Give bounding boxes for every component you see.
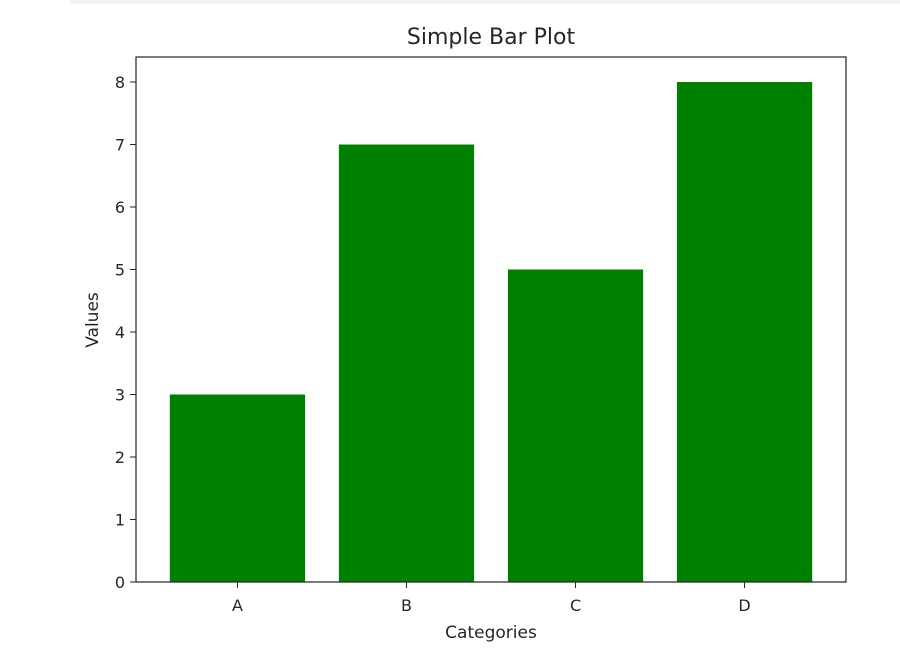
chart-title: Simple Bar Plot — [407, 25, 576, 50]
plot-area-frame — [135, 56, 847, 583]
y-tick-label: 7 — [115, 136, 125, 155]
x-axis-ticks: A B C D — [232, 582, 751, 615]
bar-b — [338, 144, 475, 582]
bars-group — [169, 82, 813, 582]
y-tick-label: 0 — [115, 573, 125, 592]
y-tick-label: 1 — [115, 511, 125, 530]
y-tick-label: 6 — [115, 198, 125, 217]
x-axis-label: Categories — [445, 623, 537, 643]
y-tick-label: 4 — [115, 323, 125, 342]
y-axis-label: Values — [83, 292, 103, 348]
x-tick-label: C — [570, 596, 581, 615]
bar-c — [507, 269, 644, 582]
y-tick-label: 2 — [115, 448, 125, 467]
x-tick-label: D — [738, 596, 750, 615]
notebook-output-top-border — [70, 0, 900, 4]
y-axis-ticks: 0 1 2 3 4 5 6 7 8 — [115, 73, 136, 592]
x-tick-label: B — [401, 596, 412, 615]
bar-d — [676, 82, 813, 582]
x-tick-label: A — [232, 596, 243, 615]
y-tick-label: 3 — [115, 386, 125, 405]
y-tick-label: 8 — [115, 73, 125, 92]
y-tick-label: 5 — [115, 261, 125, 280]
bar-a — [169, 394, 306, 582]
